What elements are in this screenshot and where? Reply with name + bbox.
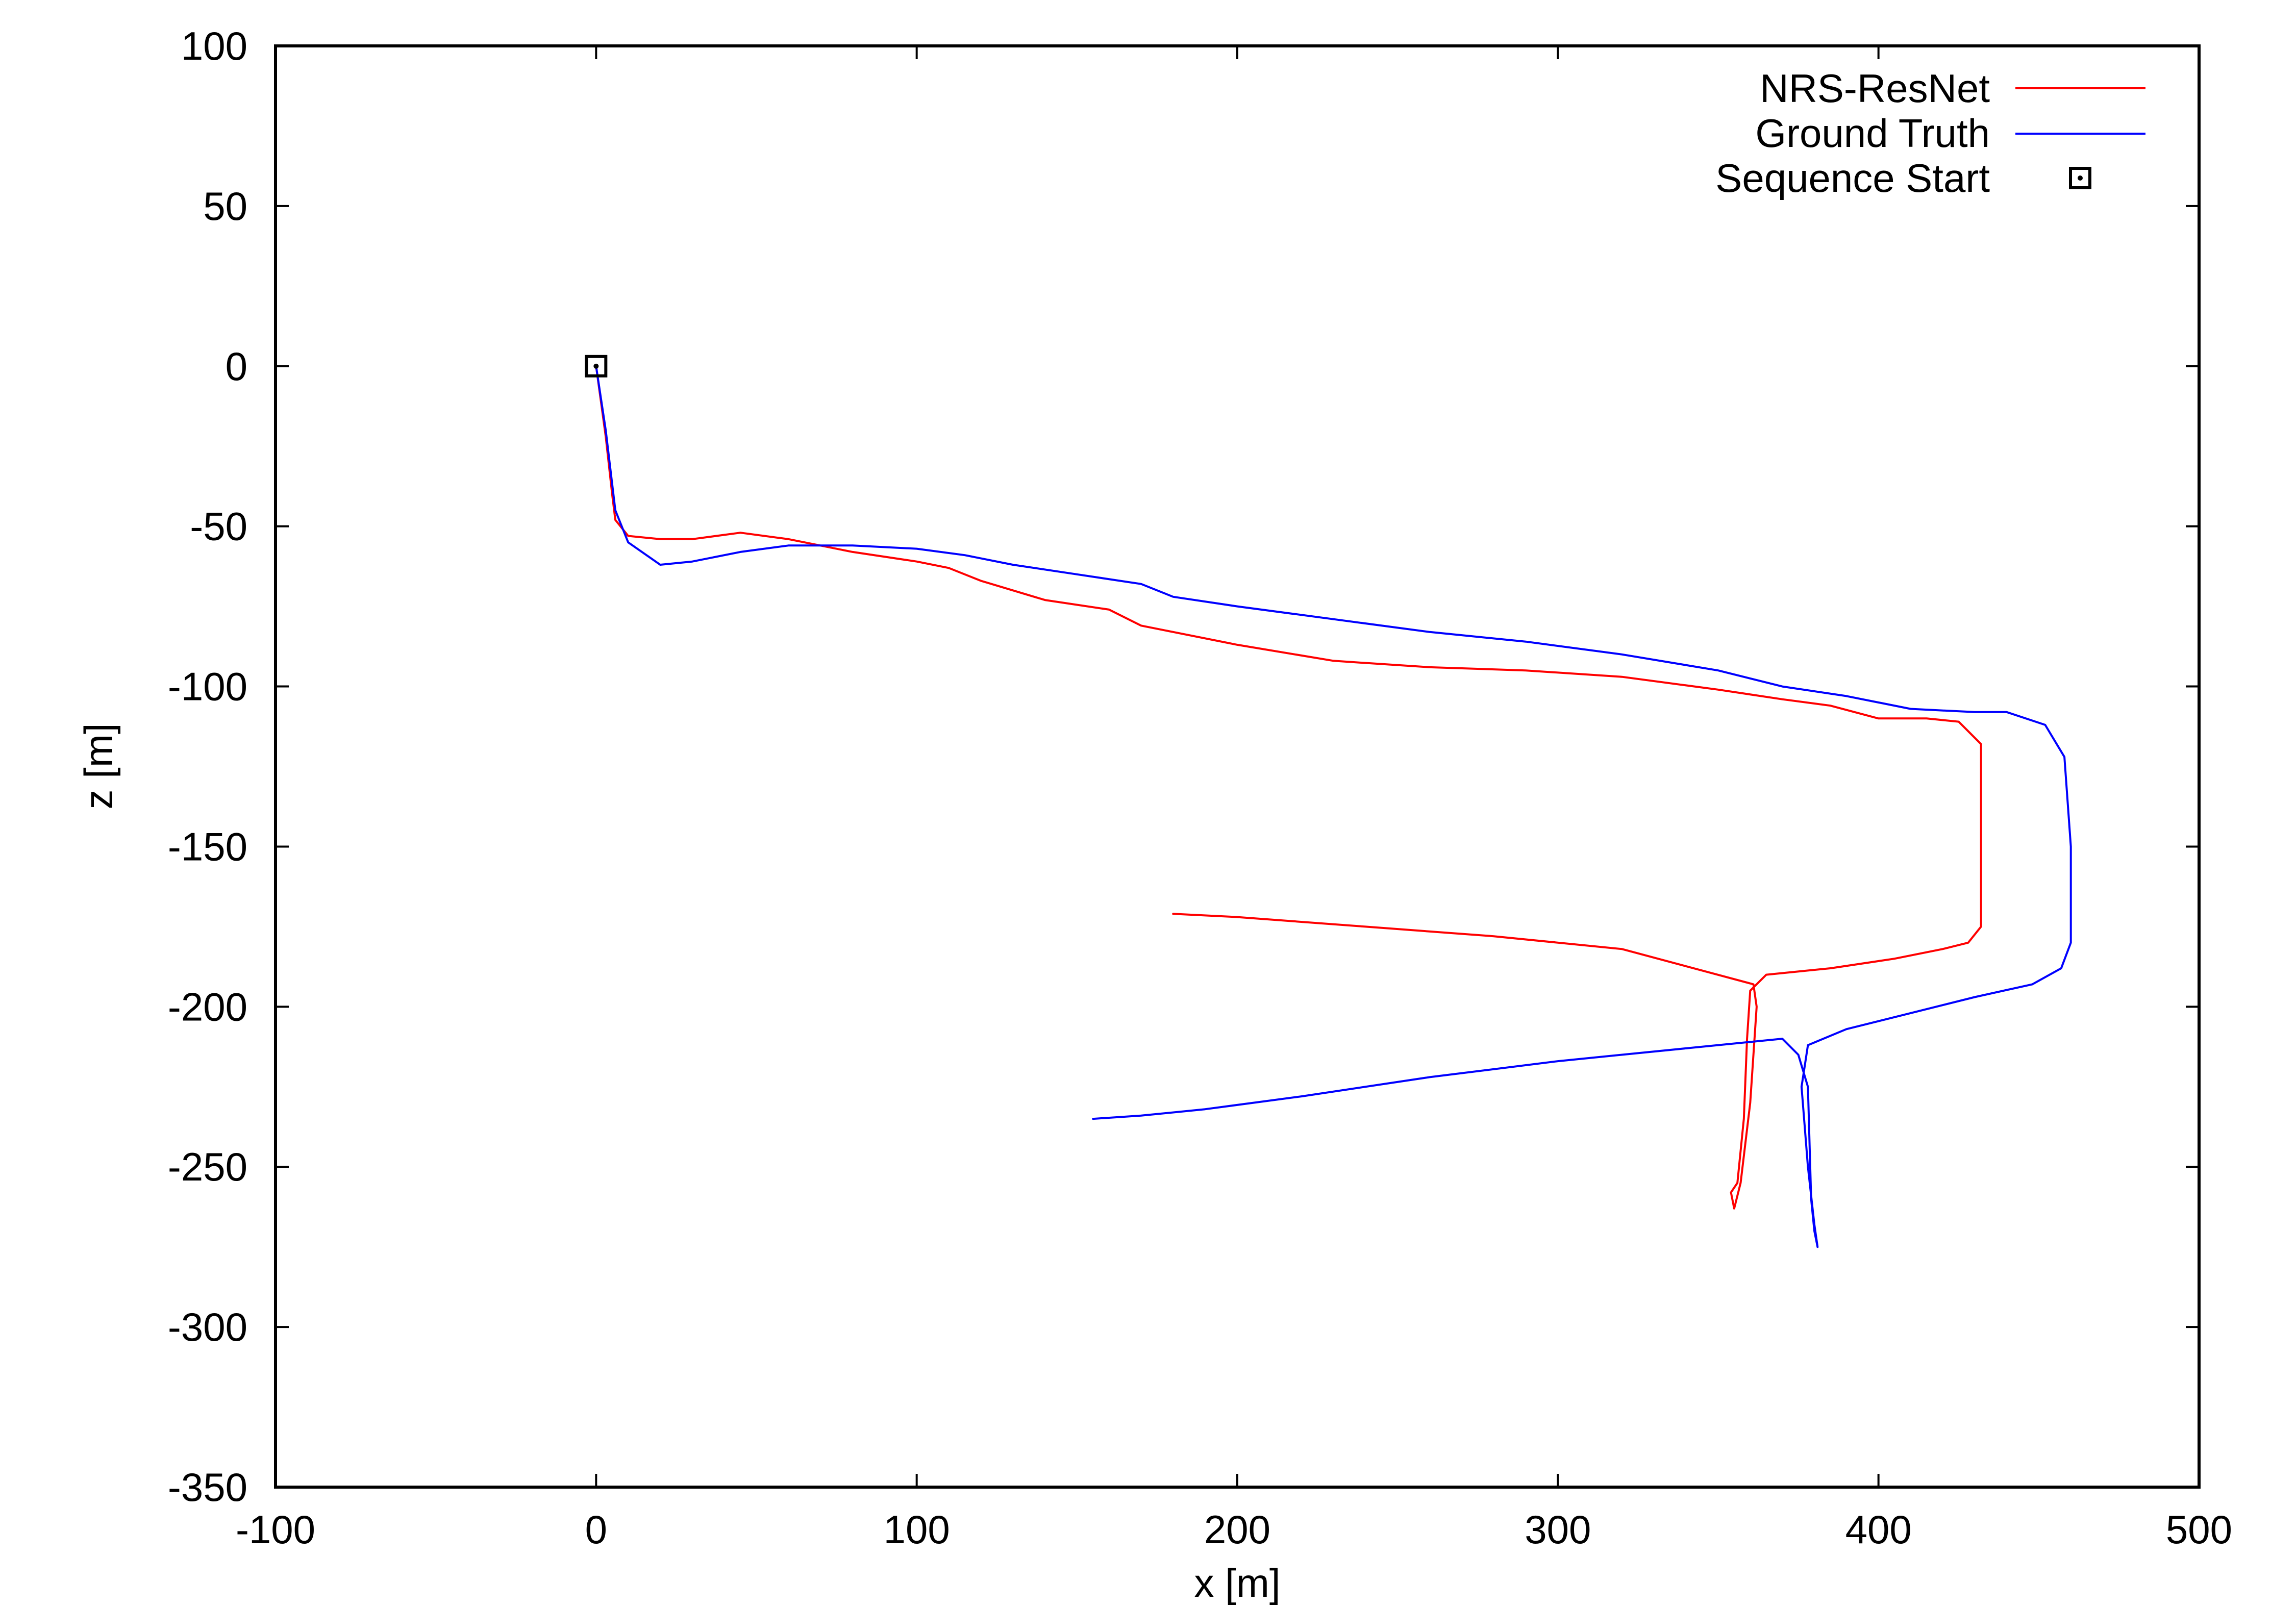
marker-sequence-start-dot — [593, 363, 599, 369]
legend: NRS-ResNet Ground Truth Sequence Start — [1715, 66, 2145, 200]
x-tick-label: 200 — [1204, 1507, 1270, 1552]
legend-marker-dot — [2078, 175, 2083, 181]
series-line-ground-truth — [595, 365, 2072, 1248]
y-tick-label: -300 — [168, 1304, 247, 1349]
series-layer — [595, 365, 2072, 1248]
x-axis-label: x [m] — [1194, 1561, 1281, 1605]
x-tick-label: 400 — [1845, 1507, 1912, 1552]
legend-entry-nrs-resnet: NRS-ResNet — [1760, 66, 2145, 111]
legend-label-sequence-start: Sequence Start — [1715, 156, 1990, 200]
legend-marker-sequence-start — [2069, 167, 2091, 189]
series-line-nrs-resnet — [595, 365, 1982, 1210]
legend-label-nrs-resnet: NRS-ResNet — [1760, 66, 1990, 111]
y-tick-label: 100 — [181, 23, 247, 68]
y-tick-label: -50 — [190, 504, 247, 549]
y-tick-label: -200 — [168, 984, 247, 1029]
y-tick-label: -100 — [168, 664, 247, 709]
y-tick-label: -250 — [168, 1144, 247, 1189]
y-tick-label: 50 — [203, 184, 247, 229]
y-tick-label: -350 — [168, 1465, 247, 1510]
tick-layer: -100 0 100 200 300 400 500100500-50-100-150-20… — [168, 23, 2232, 1552]
legend-entry-sequence-start: Sequence Start — [1715, 156, 2091, 200]
x-tick-label: 0 — [585, 1507, 607, 1552]
marker-layer — [585, 355, 608, 378]
y-tick-label: -150 — [168, 824, 247, 869]
y-tick-label: 0 — [226, 344, 247, 389]
x-tick-label: 500 — [2166, 1507, 2232, 1552]
y-axis-label: z [m] — [76, 723, 121, 810]
legend-entry-ground-truth: Ground Truth — [1755, 111, 2145, 156]
plot-frame — [274, 44, 2201, 1489]
marker-sequence-start — [585, 355, 608, 378]
legend-label-ground-truth: Ground Truth — [1755, 111, 1990, 156]
x-tick-label: 100 — [884, 1507, 950, 1552]
x-tick-label: -100 — [236, 1507, 315, 1552]
x-tick-label: 300 — [1525, 1507, 1591, 1552]
